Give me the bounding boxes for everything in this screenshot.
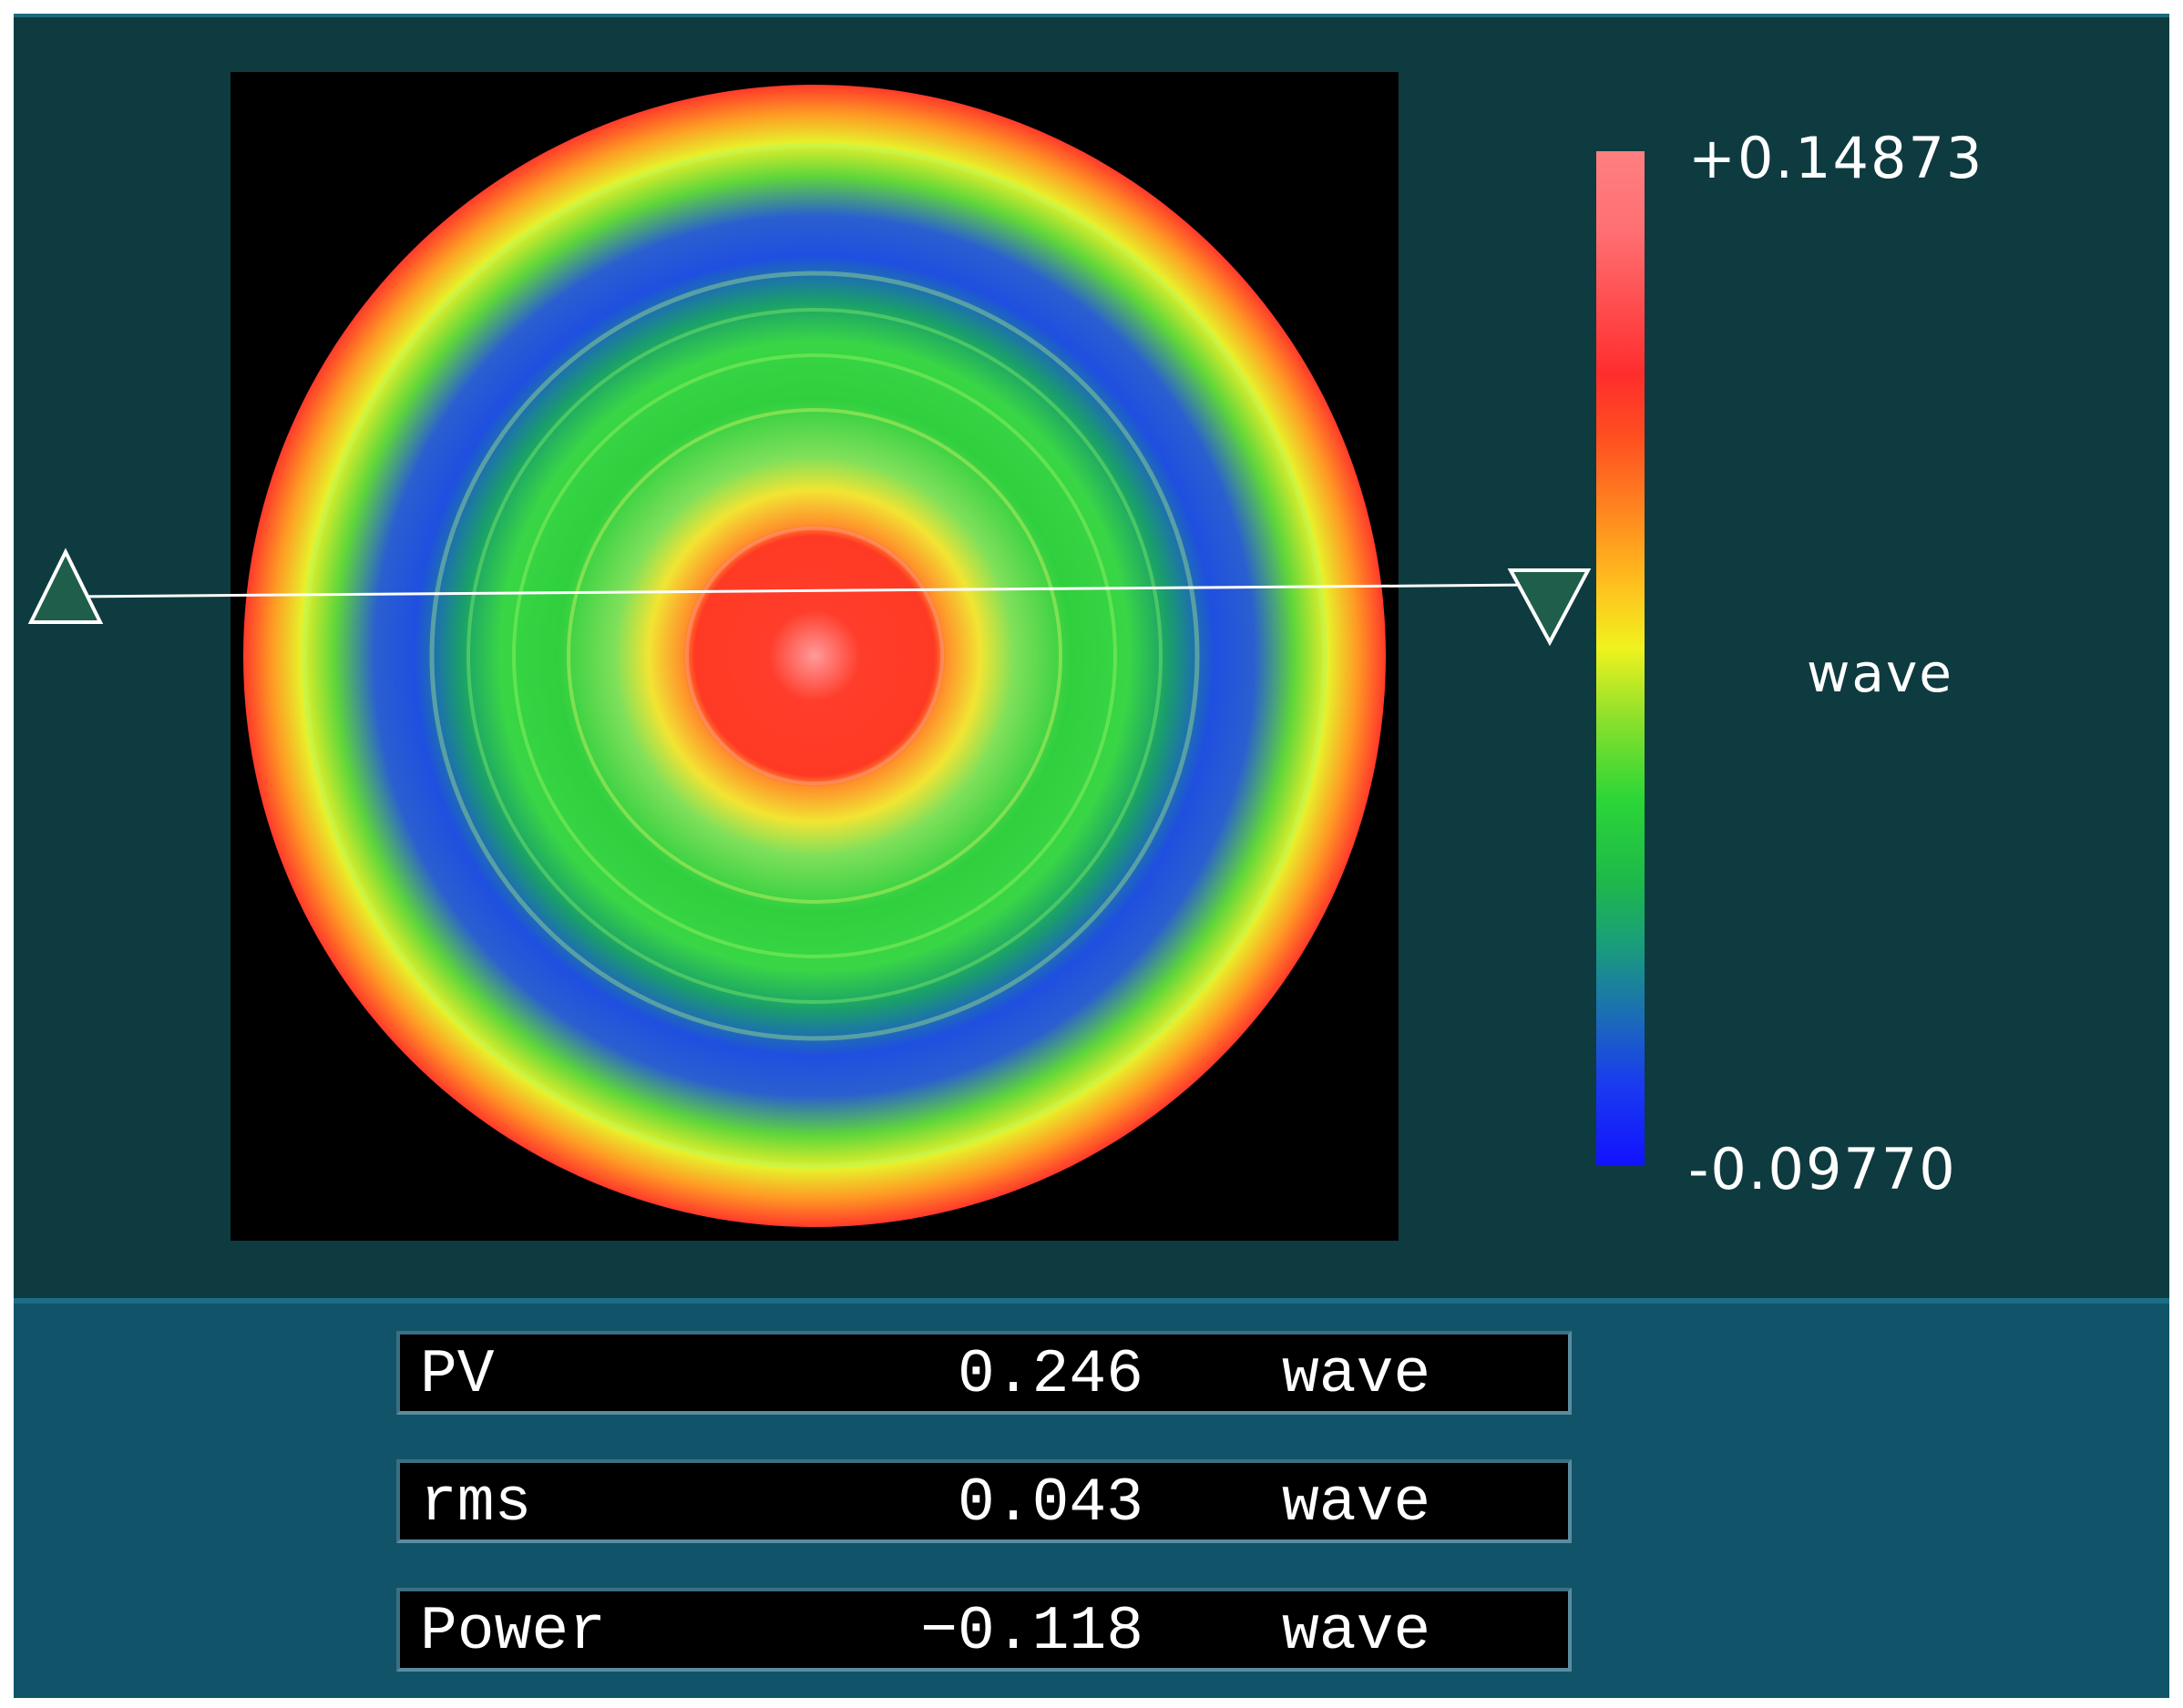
fine-rings	[302, 143, 1327, 1169]
stat-unit: wave	[1282, 1597, 1431, 1667]
stat-label: Power	[420, 1597, 607, 1667]
color-scale-bar	[1596, 151, 1645, 1165]
stat-row-pv: PV 0.246 wave	[396, 1331, 1572, 1415]
scale-max-label: +0.14873	[1688, 125, 1984, 191]
profile-cursor	[27, 547, 1592, 647]
wavefront-disk	[243, 85, 1386, 1227]
stat-label: rms	[420, 1468, 532, 1539]
interferometer-window: +0.14873 wave -0.09770 PV 0.246 wave rms…	[14, 14, 2169, 1698]
up-triangle-marker[interactable]	[27, 547, 104, 624]
map-display-panel: +0.14873 wave -0.09770	[14, 17, 2169, 1298]
wavefront-map[interactable]	[231, 72, 1399, 1241]
down-triangle-marker[interactable]	[1507, 568, 1592, 647]
scale-unit-label: wave	[1807, 642, 1953, 704]
stat-unit: wave	[1282, 1340, 1431, 1410]
wavefront-map-canvas[interactable]	[231, 72, 1399, 1241]
stat-row-rms: rms 0.043 wave	[396, 1459, 1572, 1543]
stat-row-power: Power −0.118 wave	[396, 1588, 1572, 1672]
stat-value: −0.118	[920, 1597, 1143, 1667]
scale-min-label: -0.09770	[1688, 1136, 1957, 1202]
stat-unit: wave	[1282, 1468, 1431, 1539]
profile-line[interactable]	[67, 583, 1538, 598]
stat-label: PV	[420, 1340, 495, 1410]
stat-value: 0.246	[957, 1340, 1143, 1410]
stat-value: 0.043	[957, 1468, 1143, 1539]
